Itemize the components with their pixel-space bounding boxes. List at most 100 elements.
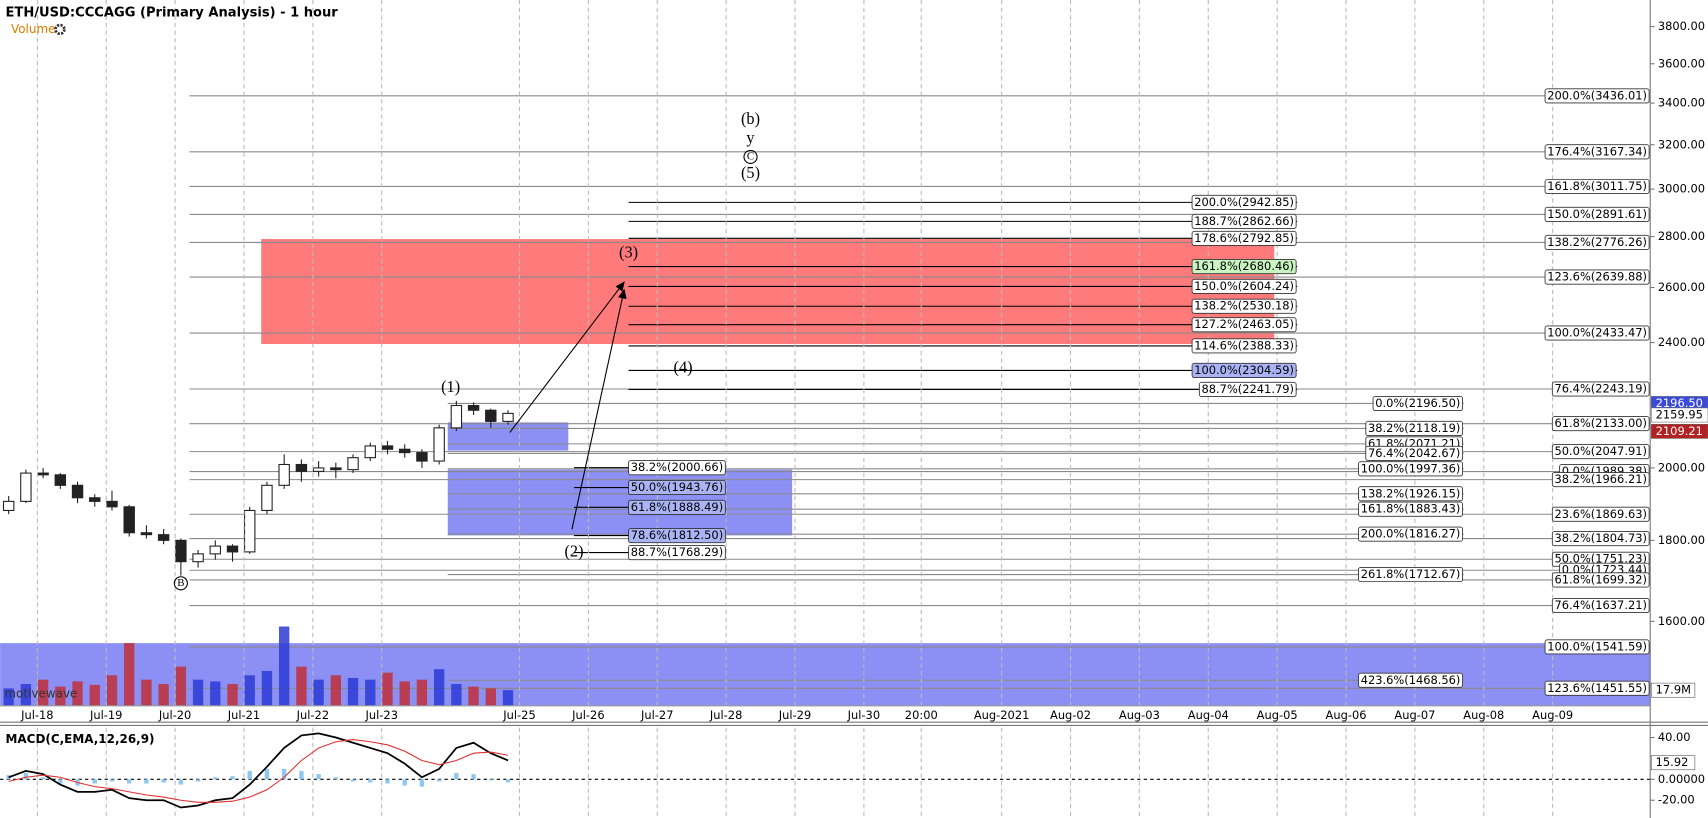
wave-label: (b): [741, 109, 760, 128]
candle-body: [244, 509, 256, 553]
candle-body: [467, 404, 480, 411]
fib-label: 150.0%(2604.24): [1194, 279, 1294, 293]
histogram-bar: [402, 779, 407, 786]
fib-label: 161.8%(3011.75): [1547, 179, 1647, 193]
histogram-bar: [40, 777, 46, 780]
candle-body: [157, 534, 170, 541]
x-tick-label: Jul-27: [640, 708, 673, 722]
candle-body: [381, 445, 394, 450]
x-tick-label: Aug-2021: [974, 708, 1030, 722]
fib-label-box: [1551, 472, 1650, 488]
fib-label: 423.6%(1468.56): [1361, 673, 1461, 687]
fib-label: 138.2%(1926.15): [1361, 486, 1461, 500]
wave-label: (4): [674, 358, 693, 377]
fib-label-box: [1544, 88, 1650, 104]
x-tick-label: Jul-22: [296, 708, 329, 722]
volume-bar: [89, 684, 100, 706]
histogram-bar: [436, 779, 442, 782]
histogram-bar: [316, 774, 321, 780]
fib-label: 100.0%(2433.47): [1547, 326, 1647, 340]
volume-bar: [330, 675, 341, 706]
fib-label: 61.8%(2133.00): [1555, 416, 1647, 430]
fib-label-box: [1358, 672, 1464, 688]
volume-bar: [192, 679, 204, 706]
volume-bar: [468, 686, 479, 706]
histogram-bar: [92, 779, 97, 784]
fib-label: 161.8%(2680.46): [1194, 259, 1294, 273]
wave-label: (5): [741, 163, 760, 182]
macd-line: [8, 739, 509, 803]
candle-body: [192, 553, 204, 563]
fib-label-box: [1551, 444, 1650, 460]
fib-label: 50.0%(2047.91): [1555, 444, 1647, 458]
fib-label: 88.7%(1768.29): [631, 545, 723, 559]
x-tick-label: Aug-04: [1188, 708, 1229, 722]
y-tick-label: 3600.00: [1658, 56, 1705, 70]
fib-label: 178.6%(2792.85): [1194, 231, 1294, 245]
histogram-bar: [368, 779, 373, 783]
price-marker-label: 2196.50: [1656, 396, 1703, 410]
fib-label: 50.0%(1751.23): [1555, 552, 1647, 566]
fib-label-box: [1551, 572, 1650, 588]
candle-body: [175, 539, 187, 563]
volume-bar: [3, 688, 14, 706]
candle-body: [364, 445, 376, 459]
histogram-bar: [23, 773, 29, 780]
y-tick-label: 3800.00: [1658, 19, 1705, 33]
histogram-bar: [230, 776, 235, 780]
volume-label: Volume: [11, 22, 56, 36]
fib-label-box: [628, 460, 726, 476]
fib-label-box: [1358, 486, 1464, 502]
histogram-bar: [161, 779, 166, 783]
candle-body: [398, 448, 411, 454]
fib-label-box: [1372, 395, 1464, 411]
fib-label: 200.0%(1816.27): [1361, 527, 1461, 541]
macd-title: MACD(C,EMA,12,26,9): [6, 732, 155, 746]
settings-icon[interactable]: [54, 23, 66, 36]
x-tick-label: Jul-19: [89, 708, 122, 722]
volume-bar: [244, 675, 255, 706]
fib-label-box: [1551, 381, 1650, 397]
macd-marker: [1650, 755, 1696, 771]
histogram-bar: [247, 770, 252, 780]
y-tick-label: 0.00000: [1658, 772, 1705, 786]
fib-label: 100.0%(1997.36): [1361, 461, 1461, 475]
fib-label-box: [1191, 298, 1297, 314]
fib-label: 150.0%(2891.61): [1547, 207, 1647, 221]
volume-bar: [416, 679, 428, 706]
histogram-bar: [144, 779, 149, 784]
fib-label-box: [628, 499, 726, 515]
y-tick-label: 1600.00: [1658, 614, 1705, 628]
chart-title: ETH/USD:CCCAGG (Primary Analysis) - 1 ho…: [6, 6, 339, 21]
fib-label-box: [1544, 269, 1650, 285]
fib-label-box: [1191, 259, 1297, 275]
candle-body: [450, 404, 463, 429]
volume-bar: [347, 677, 359, 706]
x-tick-label: Jul-18: [20, 708, 53, 722]
candle-body: [209, 545, 222, 555]
price-marker-label: 2109.21: [1656, 424, 1703, 438]
price-pane: [0, 95, 1651, 706]
candle-body: [71, 484, 84, 499]
y-tick-label: 2600.00: [1658, 280, 1705, 294]
fib-label: 76.4%(2042.67): [1368, 446, 1460, 460]
histogram-bar: [58, 779, 63, 784]
volume-bar: [141, 679, 152, 706]
zone: [447, 422, 569, 451]
candle-body: [433, 427, 445, 462]
volume-bar: [124, 643, 135, 706]
y-tick-label: 2800.00: [1658, 229, 1705, 243]
y-tick-label: 3000.00: [1658, 182, 1705, 196]
price-marker-label: 2159.95: [1656, 408, 1703, 422]
histogram-bar: [178, 779, 184, 785]
fib-label: 88.7%(2241.79): [1202, 382, 1294, 396]
candle-body: [502, 412, 514, 422]
fib-label: 50.0%(1943.76): [631, 480, 723, 494]
fib-label-box: [628, 480, 726, 496]
histogram-bar: [505, 779, 511, 783]
histogram-bar: [299, 770, 304, 780]
volume-bar: [451, 684, 462, 706]
x-tick-label: Aug-07: [1394, 708, 1435, 722]
wave-label: (3): [619, 242, 638, 261]
volume-bar: [227, 684, 238, 706]
